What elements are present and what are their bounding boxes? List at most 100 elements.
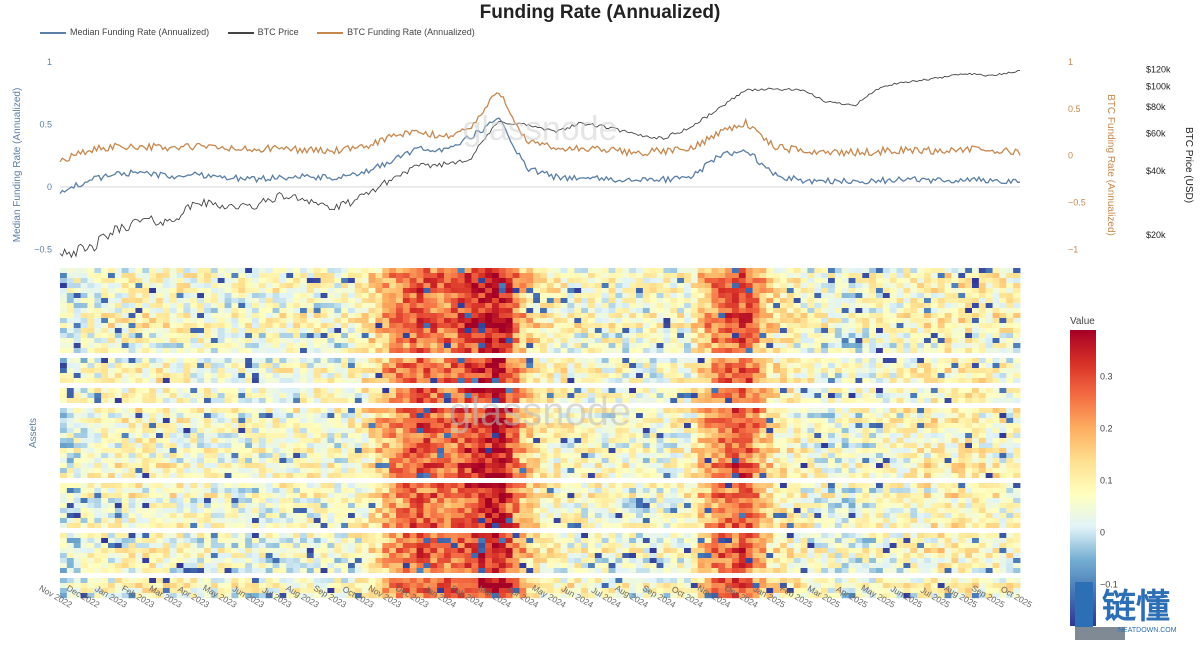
heatmap-cell <box>101 403 108 408</box>
heatmap-cell <box>485 303 492 308</box>
heatmap-cell <box>485 338 492 343</box>
heatmap-cell <box>375 303 382 308</box>
heatmap-cell <box>732 268 739 273</box>
heatmap-cell <box>677 338 684 343</box>
heatmap-cell <box>787 298 794 303</box>
heatmap-cell <box>293 298 300 303</box>
heatmap-cell <box>231 378 238 383</box>
heatmap-cell <box>204 328 211 333</box>
heatmap-cell <box>403 348 410 353</box>
heatmap-cell <box>245 333 252 338</box>
heatmap-cell <box>348 393 355 398</box>
heatmap-cell <box>492 318 499 323</box>
heatmap-cell <box>855 298 862 303</box>
heatmap-cell <box>732 438 739 443</box>
heatmap-cell <box>225 303 232 308</box>
heatmap-cell <box>362 428 369 433</box>
heatmap-cell <box>595 368 602 373</box>
heatmap-cell <box>650 358 657 363</box>
heatmap-cell <box>684 368 691 373</box>
heatmap-cell <box>951 333 958 338</box>
heatmap-cell <box>279 338 286 343</box>
heatmap-cell <box>122 383 129 388</box>
heatmap-cell <box>1006 353 1013 358</box>
heatmap-cell <box>622 303 629 308</box>
heatmap-cell <box>286 443 293 448</box>
heatmap-cell <box>958 393 965 398</box>
heatmap-cell <box>382 288 389 293</box>
heatmap-cell <box>945 273 952 278</box>
heatmap-cell <box>369 323 376 328</box>
heatmap-cell <box>197 358 204 363</box>
heatmap-cell <box>746 423 753 428</box>
heatmap-cell <box>718 278 725 283</box>
heatmap-cell <box>238 268 245 273</box>
heatmap-cell <box>1006 273 1013 278</box>
heatmap-cell <box>753 268 760 273</box>
heatmap-cell <box>773 298 780 303</box>
heatmap-cell <box>60 403 67 408</box>
heatmap-cell <box>883 398 890 403</box>
heatmap-cell <box>972 353 979 358</box>
heatmap-cell <box>382 378 389 383</box>
heatmap-cell <box>999 338 1006 343</box>
heatmap-cell <box>135 303 142 308</box>
heatmap-cell <box>279 393 286 398</box>
heatmap-cell <box>1013 378 1020 383</box>
heatmap-cell <box>362 288 369 293</box>
heatmap-cell <box>471 338 478 343</box>
heatmap-cell <box>849 428 856 433</box>
heatmap-cell <box>135 418 142 423</box>
heatmap-cell <box>931 383 938 388</box>
heatmap-cell <box>684 303 691 308</box>
heatmap-cell <box>348 338 355 343</box>
heatmap-cell <box>903 318 910 323</box>
heatmap-cell <box>993 438 1000 443</box>
heatmap-cell <box>849 298 856 303</box>
heatmap-cell <box>890 343 897 348</box>
heatmap-cell <box>780 318 787 323</box>
heatmap-cell <box>897 313 904 318</box>
heatmap-cell <box>396 308 403 313</box>
heatmap-cell <box>746 338 753 343</box>
heatmap-cell <box>348 343 355 348</box>
heatmap-cell <box>951 298 958 303</box>
heatmap-cell <box>897 308 904 313</box>
heatmap-cell <box>122 318 129 323</box>
heatmap-cell <box>211 418 218 423</box>
heatmap-cell <box>108 318 115 323</box>
heatmap-cell <box>334 303 341 308</box>
heatmap-cell <box>917 318 924 323</box>
heatmap-cell <box>718 438 725 443</box>
heatmap-cell <box>163 328 170 333</box>
heatmap-cell <box>341 303 348 308</box>
heatmap-cell <box>60 288 67 293</box>
heatmap-cell <box>122 443 129 448</box>
heatmap-cell <box>842 403 849 408</box>
heatmap-cell <box>259 408 266 413</box>
heatmap-cell <box>897 283 904 288</box>
heatmap-cell <box>129 283 136 288</box>
heatmap-cell <box>149 323 156 328</box>
heatmap-cell <box>437 353 444 358</box>
heatmap-cell <box>142 363 149 368</box>
heatmap-cell <box>211 333 218 338</box>
heatmap-cell <box>972 268 979 273</box>
heatmap-cell <box>746 303 753 308</box>
heatmap-cell <box>711 348 718 353</box>
heatmap-cell <box>526 308 533 313</box>
heatmap-cell <box>945 373 952 378</box>
heatmap-cell <box>396 388 403 393</box>
heatmap-cell <box>300 418 307 423</box>
heatmap-cell <box>807 283 814 288</box>
heatmap-cell <box>423 418 430 423</box>
heatmap-cell <box>87 318 94 323</box>
heatmap-cell <box>643 333 650 338</box>
heatmap-cell <box>526 268 533 273</box>
heatmap-cell <box>684 313 691 318</box>
heatmap-cell <box>780 433 787 438</box>
heatmap-cell <box>814 413 821 418</box>
heatmap-cell <box>519 338 526 343</box>
heatmap-cell <box>437 348 444 353</box>
heatmap-cell <box>759 308 766 313</box>
